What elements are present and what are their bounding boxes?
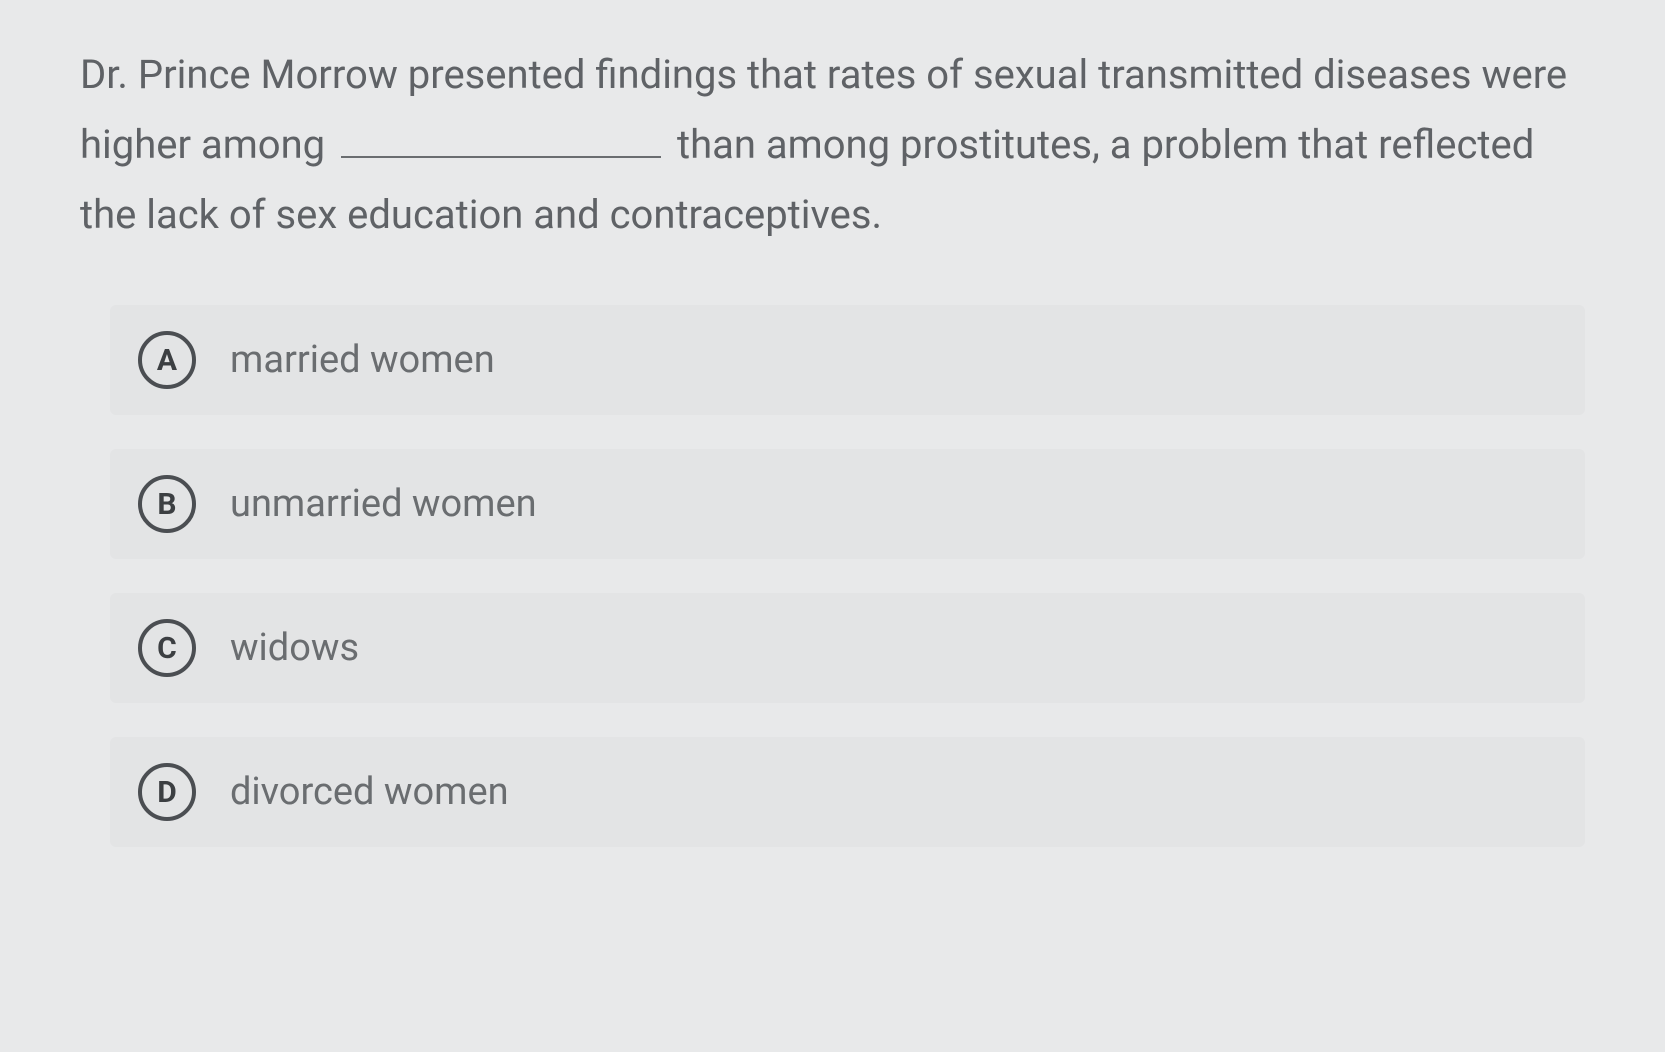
option-b[interactable]: B unmarried women: [110, 449, 1585, 559]
option-c[interactable]: C widows: [110, 593, 1585, 703]
option-letter: D: [157, 775, 177, 810]
option-label: married women: [230, 338, 495, 382]
options-list: A married women B unmarried women C wido…: [80, 305, 1585, 847]
option-d[interactable]: D divorced women: [110, 737, 1585, 847]
option-letter-badge: B: [138, 475, 196, 533]
option-letter: A: [157, 343, 177, 378]
option-letter: C: [157, 631, 177, 666]
option-label: unmarried women: [230, 482, 537, 526]
quiz-container: Dr. Prince Morrow presented findings tha…: [0, 0, 1665, 887]
option-label: widows: [230, 626, 359, 670]
option-letter-badge: A: [138, 331, 196, 389]
option-letter-badge: C: [138, 619, 196, 677]
option-a[interactable]: A married women: [110, 305, 1585, 415]
option-letter-badge: D: [138, 763, 196, 821]
question-text: Dr. Prince Morrow presented findings tha…: [80, 40, 1585, 250]
fill-in-blank: [341, 156, 661, 158]
option-label: divorced women: [230, 770, 509, 814]
option-letter: B: [157, 487, 176, 522]
